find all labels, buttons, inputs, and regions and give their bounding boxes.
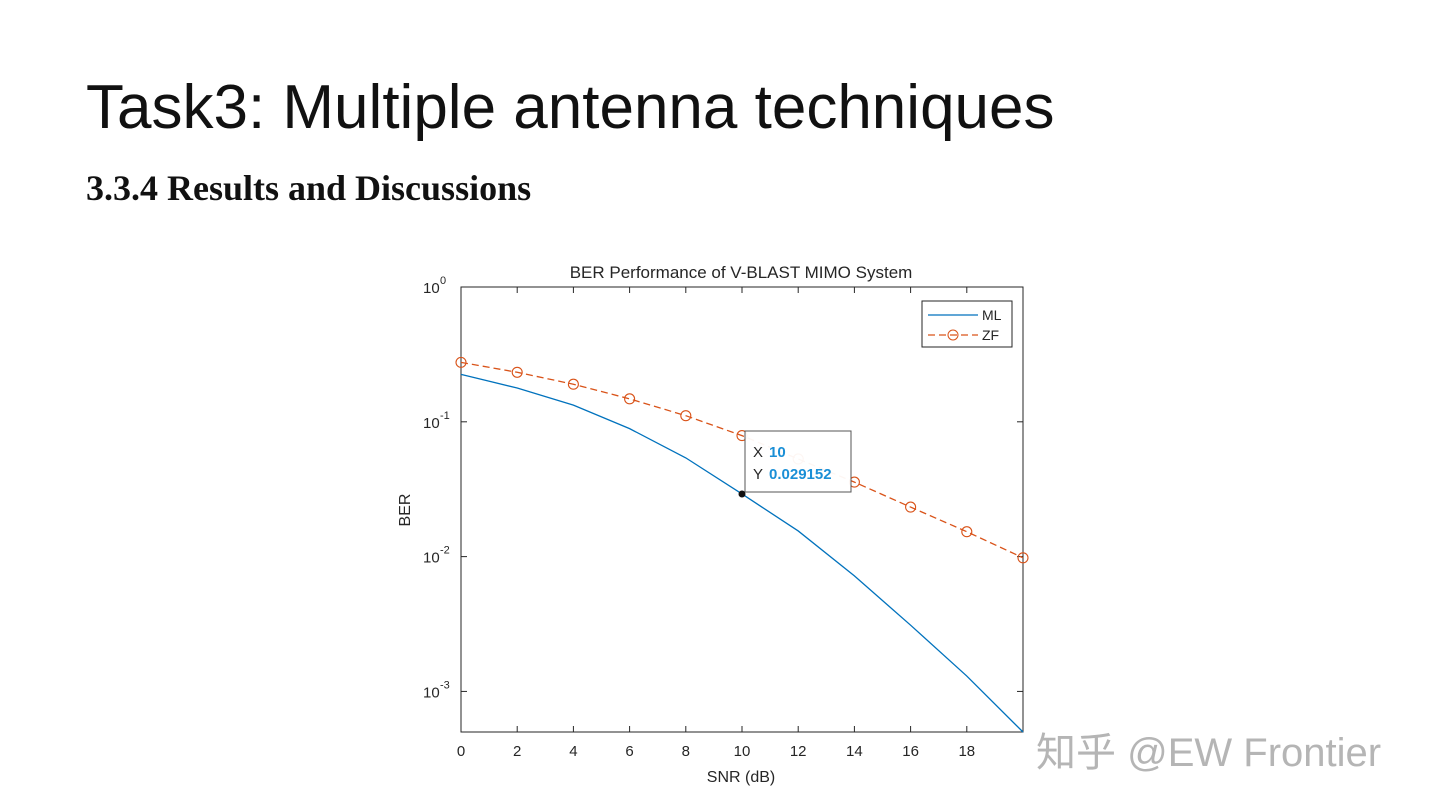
legend-label: ZF xyxy=(982,327,999,343)
section-title: 3.3.4 Results and Discussions xyxy=(86,168,531,208)
chart-title: BER Performance of V-BLAST MIMO System xyxy=(570,263,913,282)
x-tick-label: 18 xyxy=(958,743,975,760)
x-tick-label: 16 xyxy=(902,743,919,760)
y-tick-exponent: -2 xyxy=(440,545,450,557)
x-tick-label: 0 xyxy=(457,743,465,760)
series-marker xyxy=(624,393,636,405)
x-tick-label: 8 xyxy=(682,743,690,760)
series-marker xyxy=(455,356,467,368)
x-tick-label: 6 xyxy=(625,743,633,760)
x-tick-label: 12 xyxy=(790,743,807,760)
legend-box xyxy=(921,300,1013,348)
slide-title: Task3: Multiple antenna techniques xyxy=(86,73,1055,142)
series-marker xyxy=(1017,552,1029,564)
series-marker xyxy=(905,501,917,513)
legend-marker xyxy=(947,329,959,341)
y-tick-label: 10 xyxy=(423,415,440,432)
x-tick-label: 10 xyxy=(734,743,751,760)
series-marker xyxy=(961,526,973,538)
x-tick-label: 14 xyxy=(846,743,863,760)
datatip-x-label: X xyxy=(753,444,763,461)
series-marker xyxy=(680,410,692,422)
y-tick-label: 10 xyxy=(423,280,440,297)
plot-area xyxy=(460,286,1024,733)
datatip-y-label: Y xyxy=(753,466,763,483)
y-tick-exponent: -1 xyxy=(440,410,450,422)
x-tick-label: 4 xyxy=(569,743,577,760)
series-line xyxy=(460,361,1024,559)
series-marker xyxy=(567,378,579,390)
y-tick-label: 10 xyxy=(423,684,440,701)
datatip-point xyxy=(738,490,746,498)
datatip-box xyxy=(744,430,852,493)
legend-label: ML xyxy=(982,307,1002,323)
series-marker xyxy=(511,366,523,378)
datatip-y-value: 0.029152 xyxy=(769,466,832,483)
datatip-x-value: 10 xyxy=(769,444,786,461)
x-tick-label: 2 xyxy=(513,743,521,760)
y-axis-label: BER xyxy=(397,494,414,527)
watermark: 知乎 @EW Frontier xyxy=(1036,731,1381,775)
x-axis-label: SNR (dB) xyxy=(707,769,775,786)
y-tick-exponent: 0 xyxy=(440,275,446,287)
y-tick-label: 10 xyxy=(423,550,440,567)
y-tick-exponent: -3 xyxy=(440,679,450,691)
